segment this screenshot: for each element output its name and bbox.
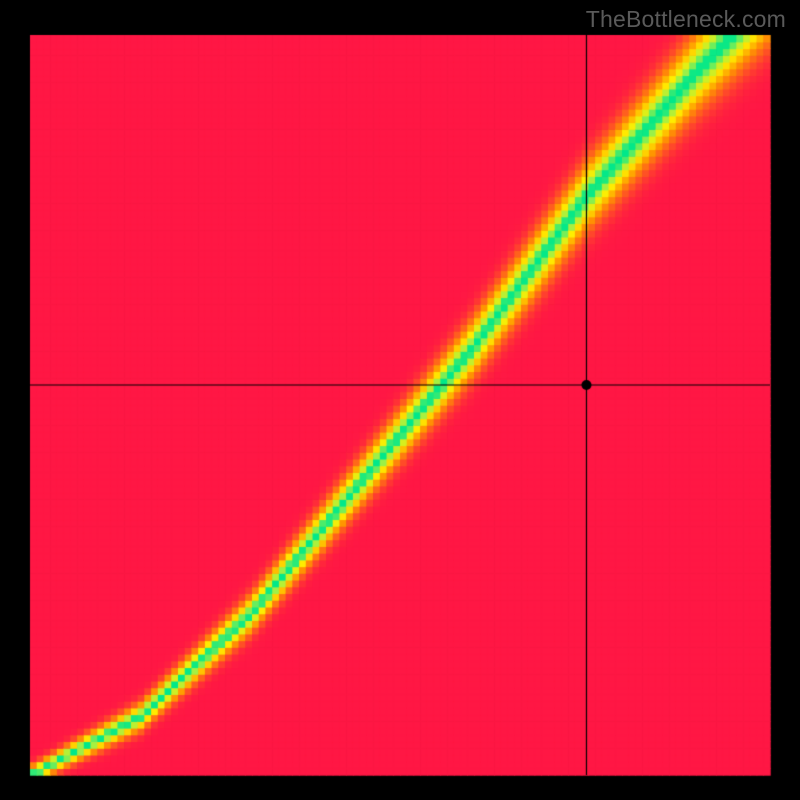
watermark-text: TheBottleneck.com: [586, 6, 786, 33]
bottleneck-heatmap: [0, 0, 800, 800]
chart-container: TheBottleneck.com: [0, 0, 800, 800]
